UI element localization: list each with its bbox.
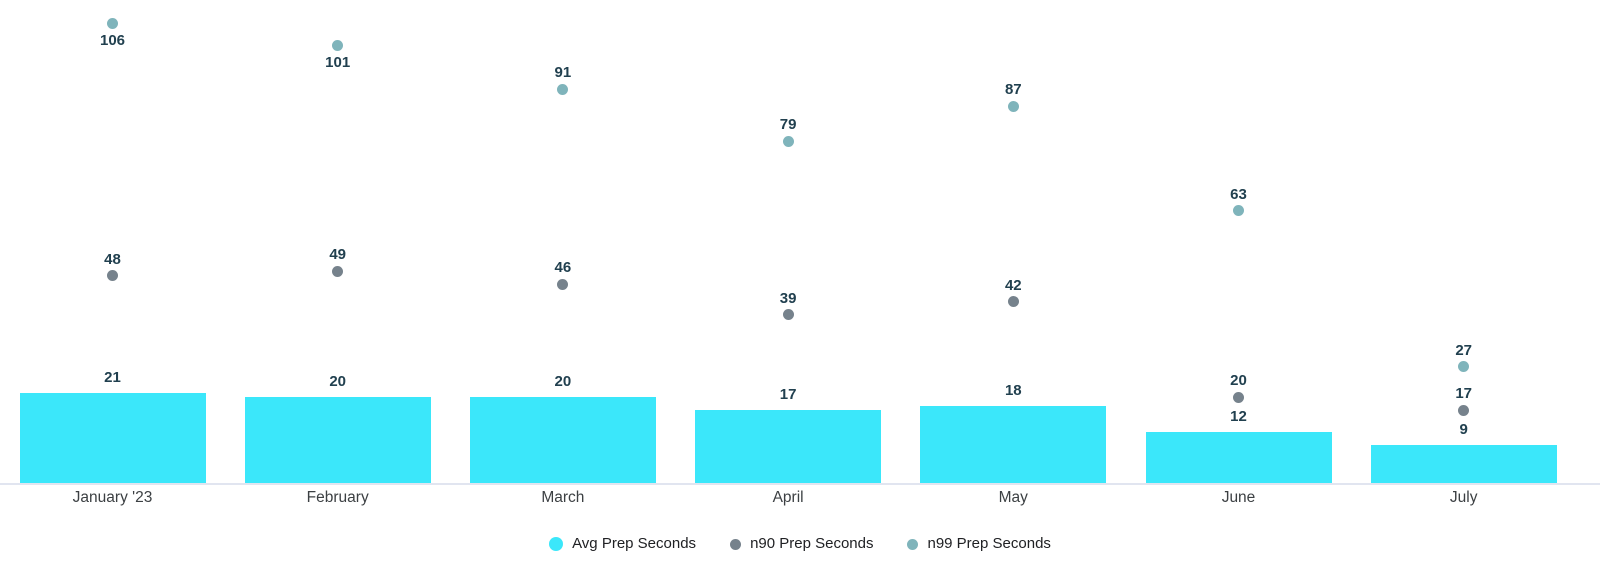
n90-dot-february[interactable] xyxy=(332,265,344,277)
avg-prep-seconds-value-label: 20 xyxy=(554,373,572,391)
n99-prep-seconds-swatch-icon xyxy=(907,538,919,550)
avg-prep-seconds-value-label: 21 xyxy=(104,368,121,386)
bar-avg-prep-seconds-april[interactable] xyxy=(695,410,882,484)
legend-item-n90-prep-seconds[interactable]: n90 Prep Seconds xyxy=(730,534,873,554)
legend-item-n99-prep-seconds[interactable]: n99 Prep Seconds xyxy=(907,534,1051,554)
n99-value-label: 106 xyxy=(99,31,126,49)
legend-label: Avg Prep Seconds xyxy=(572,535,697,552)
n99-dot-april[interactable] xyxy=(782,135,794,147)
n90-value-label: 49 xyxy=(329,246,347,264)
n90-dot-may[interactable] xyxy=(1007,296,1019,308)
n90-dot-april[interactable] xyxy=(782,309,794,321)
n90-prep-seconds-swatch-icon xyxy=(730,538,742,550)
avg-prep-seconds-value-label: 18 xyxy=(1004,381,1022,399)
n99-dot-february[interactable] xyxy=(332,40,344,52)
n90-value-label: 46 xyxy=(554,259,572,277)
n90-dot-january-23[interactable] xyxy=(107,270,118,282)
x-axis-label-january-23: January '23 xyxy=(72,489,153,506)
avg-prep-seconds-swatch-icon xyxy=(549,537,564,551)
plot-area: 21 48 106 20 49 101 20 46 91 17 39 79 18 42 87 12 20 63 9 1… xyxy=(19,18,1557,484)
bar-avg-prep-seconds-february[interactable] xyxy=(244,397,431,484)
n90-value-label: 48 xyxy=(104,250,121,268)
bar-avg-prep-seconds-june[interactable] xyxy=(1145,431,1332,484)
bar-avg-prep-seconds-january-23[interactable] xyxy=(19,392,206,484)
n99-value-label: 27 xyxy=(1455,341,1473,359)
bar-avg-prep-seconds-march[interactable] xyxy=(469,397,656,484)
n90-value-label: 39 xyxy=(779,289,797,307)
n99-dot-march[interactable] xyxy=(557,83,569,95)
n99-value-label: 63 xyxy=(1230,185,1247,203)
n99-value-label: 79 xyxy=(779,116,797,134)
n99-dot-june[interactable] xyxy=(1233,205,1244,217)
x-axis-label-may: May xyxy=(998,489,1028,506)
x-axis-label-june: June xyxy=(1221,489,1256,506)
bar-avg-prep-seconds-may[interactable] xyxy=(920,405,1107,484)
legend-label: n90 Prep Seconds xyxy=(750,535,874,552)
legend-item-avg-prep-seconds[interactable]: Avg Prep Seconds xyxy=(549,534,696,554)
n99-value-label: 91 xyxy=(554,64,572,82)
n90-dot-march[interactable] xyxy=(557,278,569,290)
n99-dot-may[interactable] xyxy=(1007,100,1019,112)
bar-avg-prep-seconds-july[interactable] xyxy=(1370,444,1557,484)
avg-prep-seconds-value-label: 17 xyxy=(779,386,797,404)
n99-dot-january-23[interactable] xyxy=(107,18,118,30)
n90-value-label: 20 xyxy=(1230,372,1247,390)
n99-value-label: 101 xyxy=(325,53,351,71)
x-axis-line xyxy=(0,483,1600,485)
avg-prep-seconds-value-label: 12 xyxy=(1230,407,1247,425)
n99-dot-july[interactable] xyxy=(1458,361,1470,373)
x-axis-labels: January '23 February March April May June July xyxy=(0,488,1600,508)
n90-value-label: 42 xyxy=(1004,276,1022,294)
x-axis-label-march: March xyxy=(541,489,585,506)
x-axis-label-july: July xyxy=(1449,489,1478,506)
n90-value-label: 17 xyxy=(1455,385,1473,403)
n99-value-label: 87 xyxy=(1004,81,1022,99)
avg-prep-seconds-value-label: 9 xyxy=(1459,420,1468,438)
x-axis-label-april: April xyxy=(772,489,804,506)
n90-dot-june[interactable] xyxy=(1233,391,1244,403)
x-axis-label-february: February xyxy=(306,489,369,506)
legend: Avg Prep Seconds n90 Prep Seconds n99 Prep… xyxy=(0,534,1600,554)
avg-prep-seconds-value-label: 20 xyxy=(329,373,347,391)
legend-label: n99 Prep Seconds xyxy=(927,535,1051,552)
n90-dot-july[interactable] xyxy=(1458,404,1470,416)
